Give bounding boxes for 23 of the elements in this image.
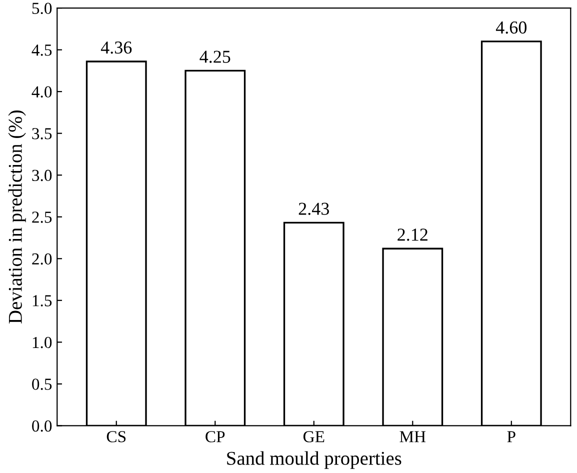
y-tick-label: 0.5: [32, 378, 52, 390]
data-label: 4.36: [100, 42, 132, 54]
data-label: 2.12: [398, 228, 428, 241]
y-tick-label: 3.5: [32, 128, 52, 140]
x-tick-label: CP: [206, 431, 225, 442]
x-tick-label: CS: [106, 431, 126, 442]
y-tick-label: 3.0: [32, 170, 52, 182]
y-tick-label: 2.0: [32, 253, 52, 265]
x-tick-label: GE: [303, 431, 324, 442]
data-label: 2.43: [298, 202, 329, 215]
y-tick-label: 4.5: [32, 44, 52, 56]
x-axis-title: Sand mould properties: [227, 451, 402, 469]
y-tick-label: 5.0: [32, 2, 52, 14]
data-label: 4.25: [200, 50, 230, 63]
y-tick-label: 2.5: [32, 212, 52, 223]
x-tick-label: P: [507, 431, 516, 442]
y-tick-label: 1.5: [32, 295, 52, 306]
y-tick-label: 0.0: [32, 420, 52, 432]
data-label: 4.60: [496, 21, 527, 34]
x-tick-label: MH: [400, 431, 426, 442]
y-tick-label: 4.0: [32, 86, 52, 98]
y-axis-title: Deviation in prediction (%): [8, 110, 26, 324]
y-tick-label: 1.0: [32, 336, 52, 348]
